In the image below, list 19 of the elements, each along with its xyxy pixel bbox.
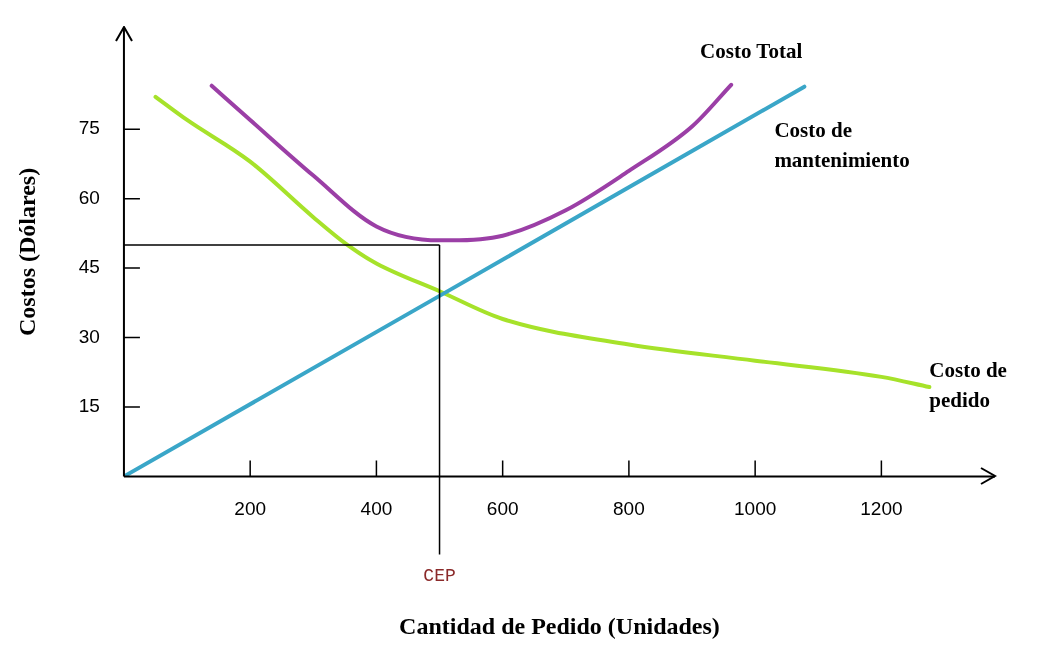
y-tick-label: 45 <box>78 256 100 278</box>
series-label: Costo de pedido <box>929 358 1007 413</box>
y-axis-title: Costos (Dólares) <box>13 167 40 336</box>
x-tick-label: 600 <box>486 498 519 520</box>
y-tick-label: 30 <box>78 325 100 347</box>
x-tick-label: 800 <box>613 498 645 520</box>
series-label: Costo de mantenimiento <box>774 118 910 173</box>
x-tick-label: 1000 <box>734 498 777 520</box>
line-series <box>153 94 932 390</box>
line-series <box>209 82 734 243</box>
x-axis-title: Cantidad de Pedido (Unidades) <box>399 612 720 639</box>
x-tick-label: 400 <box>360 498 393 520</box>
ref-line-label: CEP <box>423 566 456 587</box>
y-tick-label: 75 <box>78 117 100 139</box>
y-tick-label: 15 <box>78 395 100 417</box>
series-label: Costo Total <box>700 39 803 64</box>
y-tick-label: 60 <box>78 186 100 208</box>
x-tick-label: 200 <box>234 498 267 520</box>
x-tick-label: 1200 <box>860 498 903 520</box>
